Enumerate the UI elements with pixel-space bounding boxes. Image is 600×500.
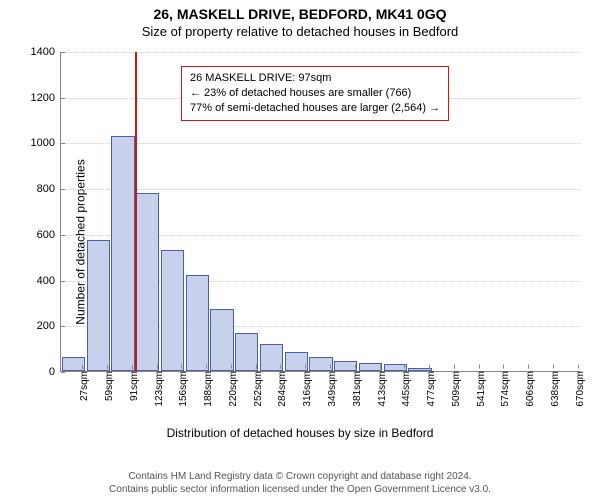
x-tick-label: 156sqm: [172, 371, 189, 407]
chart-container: Number of detached properties 0200400600…: [0, 42, 600, 442]
x-tick-label: 349sqm: [321, 371, 338, 407]
marker-line: [135, 52, 137, 371]
x-tick-label: 27sqm: [73, 371, 90, 401]
histogram-bar: [111, 136, 134, 371]
gridline: [61, 143, 580, 144]
x-tick-label: 91sqm: [123, 371, 140, 401]
histogram-bar: [87, 240, 110, 371]
x-tick-label: 445sqm: [395, 371, 412, 407]
x-tick-label: 606sqm: [519, 371, 536, 407]
histogram-bar: [161, 250, 184, 371]
x-tick-label: 574sqm: [494, 371, 511, 407]
x-tick-label: 252sqm: [247, 371, 264, 407]
x-tick-label: 59sqm: [98, 371, 115, 401]
info-line-1: 26 MASKELL DRIVE: 97sqm: [190, 71, 440, 86]
info-line-3: 77% of semi-detached houses are larger (…: [190, 101, 440, 116]
y-tick-label: 800: [21, 183, 61, 195]
footer-line-2: Contains public sector information licen…: [0, 484, 600, 497]
histogram-bar: [136, 193, 159, 371]
x-tick-label: 188sqm: [197, 371, 214, 407]
x-tick-label: 123sqm: [148, 371, 165, 407]
page-title: 26, MASKELL DRIVE, BEDFORD, MK41 0GQ: [0, 0, 600, 22]
x-tick-label: 316sqm: [296, 371, 313, 407]
gridline: [61, 52, 580, 53]
footer-line-1: Contains HM Land Registry data © Crown c…: [0, 471, 600, 484]
y-tick-label: 600: [21, 229, 61, 241]
x-axis-label: Distribution of detached houses by size …: [0, 426, 600, 440]
x-tick-label: 381sqm: [346, 371, 363, 407]
x-tick-label: 284sqm: [271, 371, 288, 407]
x-tick-label: 670sqm: [569, 371, 586, 407]
footer: Contains HM Land Registry data © Crown c…: [0, 471, 600, 496]
y-tick-label: 1400: [21, 46, 61, 58]
x-tick-label: 220sqm: [222, 371, 239, 407]
y-tick-label: 400: [21, 275, 61, 287]
y-tick-label: 1200: [21, 92, 61, 104]
y-tick-label: 200: [21, 320, 61, 332]
histogram-bar: [186, 275, 209, 371]
x-tick-label: 638sqm: [544, 371, 561, 407]
plot-area: 020040060080010001200140027sqm59sqm91sqm…: [60, 52, 580, 372]
x-tick-label: 477sqm: [420, 371, 437, 407]
y-tick-label: 1000: [21, 137, 61, 149]
info-line-2: ← 23% of detached houses are smaller (76…: [190, 86, 440, 101]
x-tick-label: 541sqm: [470, 371, 487, 407]
histogram-bar: [210, 309, 233, 371]
page-subtitle: Size of property relative to detached ho…: [0, 22, 600, 39]
x-tick-label: 413sqm: [371, 371, 388, 407]
gridline: [61, 189, 580, 190]
info-box: 26 MASKELL DRIVE: 97sqm ← 23% of detache…: [181, 66, 449, 121]
x-tick-label: 509sqm: [445, 371, 462, 407]
y-tick-label: 0: [21, 366, 61, 378]
